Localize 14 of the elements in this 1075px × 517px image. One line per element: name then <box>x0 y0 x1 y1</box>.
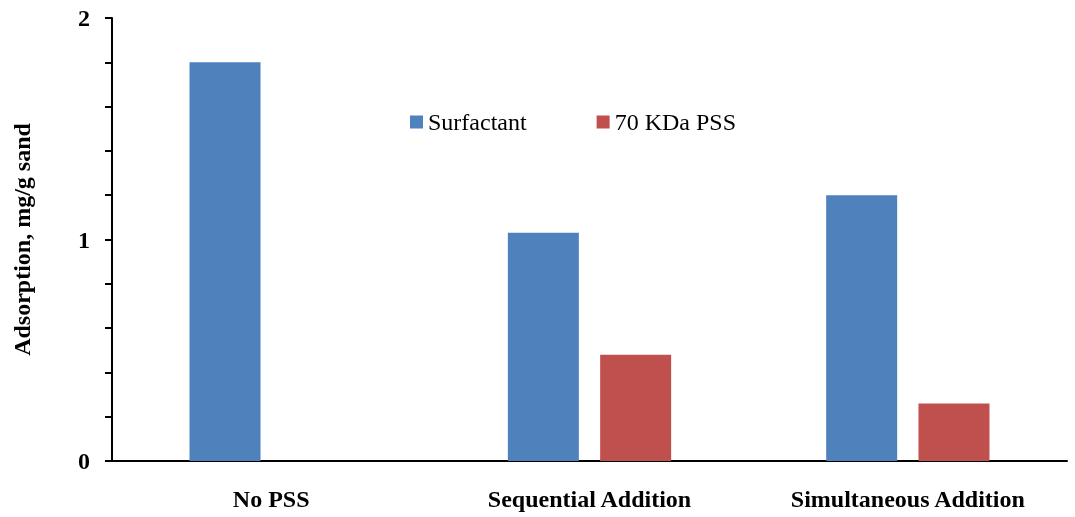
bar <box>918 403 990 461</box>
x-tick-label: No PSS <box>232 486 310 512</box>
bar <box>600 354 672 461</box>
bar <box>189 62 261 461</box>
legend-label: 70 KDa PSS <box>614 109 736 135</box>
y-tick-label: 2 <box>78 5 90 31</box>
y-axis-title: Adsorption, mg/g sand <box>9 122 35 356</box>
y-tick-label: 1 <box>78 226 90 253</box>
legend-label: Surfactant <box>428 109 527 135</box>
bar <box>507 232 579 461</box>
x-tick-label: Simultaneous Addition <box>790 486 1025 512</box>
x-tick-label: Sequential Addition <box>487 486 692 512</box>
y-tick-label: 0 <box>78 448 90 474</box>
bar <box>826 195 898 461</box>
